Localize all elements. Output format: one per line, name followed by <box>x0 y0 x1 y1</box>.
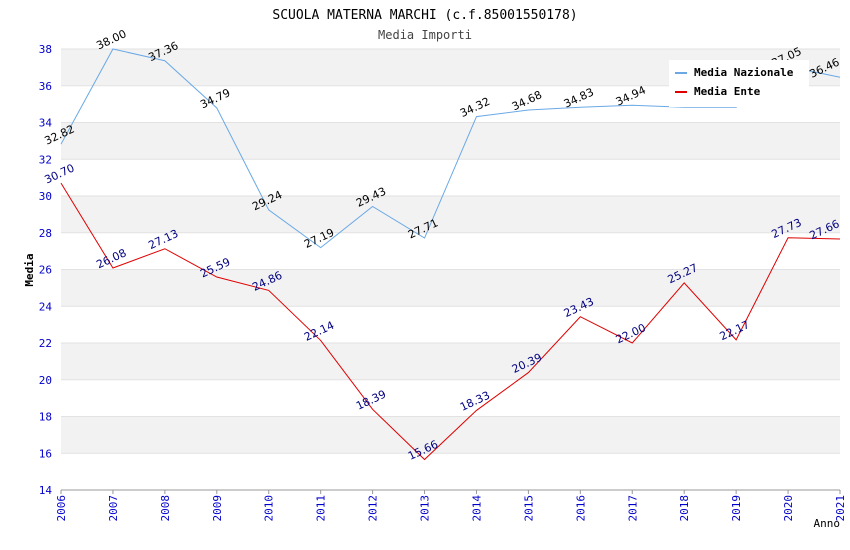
x-tick-label: 2019 <box>730 495 743 522</box>
legend: Media Nazionale Media Ente <box>669 60 809 107</box>
y-tick-label: 20 <box>39 374 52 387</box>
y-tick-label: 26 <box>39 264 52 277</box>
plot-band <box>61 379 840 417</box>
y-axis-ticks: 14 16 18 20 22 24 26 28 30 32 34 36 38 <box>39 43 53 497</box>
x-tick-label: 2008 <box>159 495 172 522</box>
plot-band <box>61 122 840 160</box>
y-axis-label: Media <box>23 253 36 286</box>
plot-band <box>61 453 840 490</box>
y-tick-label: 34 <box>39 117 53 130</box>
legend-box <box>669 60 809 107</box>
y-tick-label: 28 <box>39 227 52 240</box>
x-tick-label: 2006 <box>55 495 68 522</box>
x-tick-label: 2015 <box>522 495 535 522</box>
y-tick-label: 16 <box>39 447 52 460</box>
x-tick-label: 2010 <box>263 495 276 522</box>
y-tick-label: 30 <box>39 190 52 203</box>
x-tick-label: 2009 <box>211 495 224 522</box>
plot-band <box>61 306 840 343</box>
y-tick-label: 18 <box>39 411 52 424</box>
x-tick-label: 2018 <box>678 495 691 522</box>
legend-label-media-nazionale: Media Nazionale <box>694 66 794 79</box>
x-tick-label: 2007 <box>107 495 120 522</box>
y-tick-label: 38 <box>39 43 52 56</box>
x-tick-label: 2016 <box>574 495 587 522</box>
y-tick-label: 24 <box>39 300 53 313</box>
series-line-media-nazionale <box>60 48 841 249</box>
x-tick-label: 2011 <box>315 495 328 522</box>
chart-title: SCUOLA MATERNA MARCHI (c.f.85001550178) <box>272 8 577 23</box>
y-tick-label: 14 <box>39 484 53 497</box>
x-tick-label: 2012 <box>367 495 380 522</box>
x-axis-ticks: 2006 2007 2008 2009 2010 2011 2012 2013 2014 2015… <box>55 490 847 522</box>
y-tick-label: 32 <box>39 153 52 166</box>
series-layer <box>60 48 841 461</box>
x-tick-label: 2020 <box>782 495 795 522</box>
x-tick-label: 2014 <box>470 495 483 522</box>
plot-background-bands <box>61 48 840 491</box>
y-tick-label: 22 <box>39 337 52 350</box>
plot-band <box>61 196 840 233</box>
plot-band <box>61 269 840 307</box>
series-line-media-ente <box>60 182 841 461</box>
x-tick-label: 2017 <box>626 495 639 522</box>
x-tick-label: 2013 <box>419 495 432 522</box>
chart-subtitle: Media Importi <box>378 28 472 42</box>
legend-label-media-ente: Media Ente <box>694 85 761 98</box>
y-tick-label: 36 <box>39 80 52 93</box>
x-tick-label: 2021 <box>834 495 847 522</box>
x-axis-label: Anno <box>814 517 841 530</box>
plot-band <box>61 343 840 380</box>
